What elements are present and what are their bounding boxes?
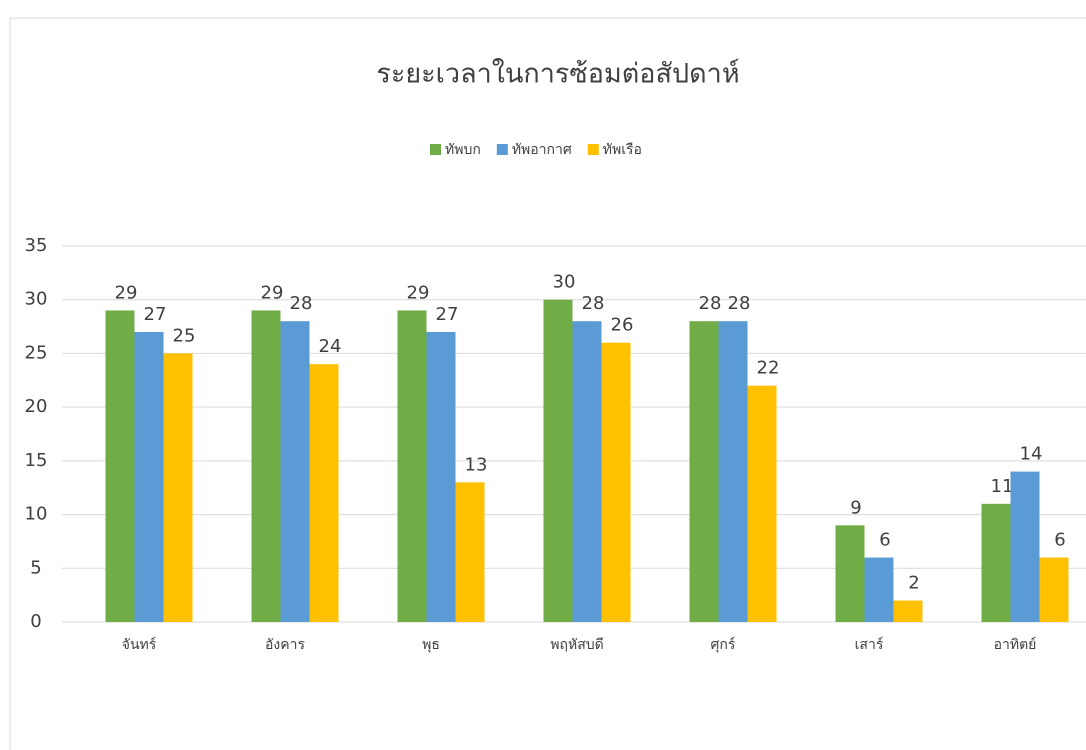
- bar: [690, 321, 719, 622]
- y-tick-label: 15: [25, 450, 48, 471]
- bar: [719, 321, 748, 622]
- data-label: 28: [699, 293, 722, 314]
- data-label: 22: [757, 358, 780, 379]
- data-label: 11: [991, 476, 1014, 497]
- x-tick-label: อาทิตย์: [994, 636, 1037, 653]
- data-label: 2: [908, 573, 919, 594]
- data-label: 6: [879, 530, 890, 551]
- data-label: 28: [582, 293, 605, 314]
- data-label: 9: [850, 497, 861, 518]
- bar: [748, 386, 777, 622]
- bar: [836, 525, 865, 622]
- bar: [135, 332, 164, 622]
- legend-label: ทัพเรือ: [603, 142, 642, 158]
- data-label: 24: [319, 336, 342, 357]
- bar: [1011, 472, 1040, 622]
- bar: [865, 558, 894, 622]
- legend-label: ทัพบก: [445, 142, 481, 158]
- legend-label: ทัพอากาศ: [512, 142, 572, 158]
- bar: [1040, 558, 1069, 622]
- data-label: 27: [144, 304, 167, 325]
- bar: [427, 332, 456, 622]
- data-label: 13: [465, 454, 488, 475]
- x-tick-label: อังคาร: [265, 637, 305, 653]
- data-label: 25: [173, 325, 196, 346]
- data-label: 30: [553, 272, 576, 293]
- legend-swatch: [588, 144, 599, 155]
- data-label: 28: [728, 293, 751, 314]
- legend-swatch: [497, 144, 508, 155]
- x-tick-label: จันทร์: [122, 636, 157, 653]
- data-label: 26: [611, 315, 634, 336]
- bar: [281, 321, 310, 622]
- bar: [106, 310, 135, 622]
- y-tick-label: 5: [30, 557, 41, 578]
- y-tick-label: 10: [25, 504, 48, 525]
- y-tick-label: 0: [30, 611, 41, 632]
- bar: [544, 300, 573, 622]
- legend-swatch: [430, 144, 441, 155]
- page: ระยะเวลาในการซ้อมต่อสัปดาห์ 0 5 10 15 20 25 30…: [0, 0, 1086, 750]
- y-tick-label: 35: [25, 235, 48, 256]
- x-tick-label: พฤหัสบดี: [550, 637, 603, 653]
- x-tick-label: พุธ: [422, 637, 440, 653]
- bar: [310, 364, 339, 622]
- y-tick-label: 30: [25, 289, 48, 310]
- bar: [602, 343, 631, 622]
- data-label: 29: [115, 282, 138, 303]
- chart-title: ระยะเวลาในการซ้อมต่อสัปดาห์: [376, 58, 739, 90]
- data-label: 27: [436, 304, 459, 325]
- bar: [894, 601, 923, 622]
- y-tick-label: 20: [25, 396, 48, 417]
- bar: [398, 310, 427, 622]
- bar: [164, 353, 193, 622]
- data-label: 29: [407, 282, 430, 303]
- data-label: 14: [1020, 444, 1043, 465]
- bar: [982, 504, 1011, 622]
- chart: ระยะเวลาในการซ้อมต่อสัปดาห์ 0 5 10 15 20 25 30…: [0, 0, 1086, 750]
- x-tick-label: เสาร์: [855, 636, 884, 653]
- y-tick-label: 25: [25, 342, 48, 363]
- data-label: 6: [1054, 530, 1065, 551]
- data-label: 28: [290, 293, 313, 314]
- bar: [456, 482, 485, 622]
- bar: [252, 310, 281, 622]
- data-label: 29: [261, 282, 284, 303]
- bar: [573, 321, 602, 622]
- x-tick-label: ศุกร์: [711, 636, 736, 653]
